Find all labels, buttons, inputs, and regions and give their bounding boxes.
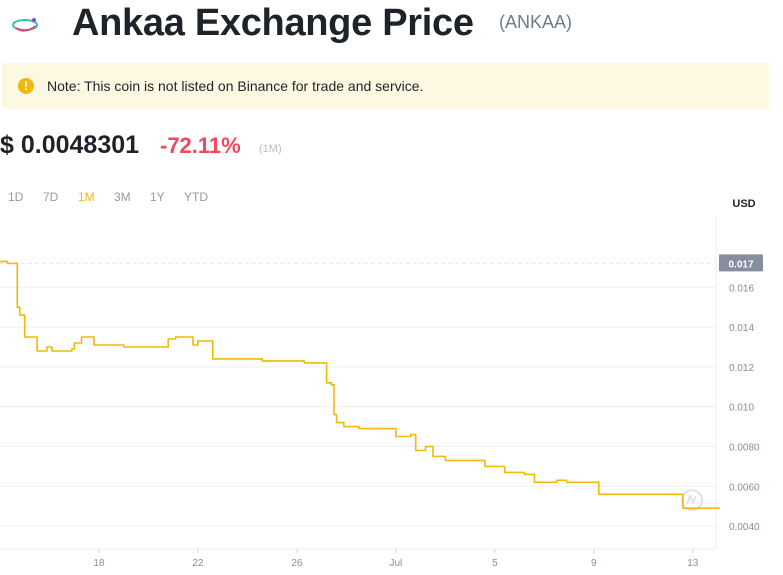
y-tick-label: 0.0060	[729, 482, 760, 493]
current-price-tag-label: 0.017	[728, 259, 753, 270]
coin-symbol: (ANKAA)	[499, 12, 573, 32]
current-price-tag	[719, 254, 763, 272]
x-tick-label: 9	[591, 558, 597, 569]
x-tick-label: 18	[93, 558, 105, 569]
range-button-1y[interactable]: 1Y	[150, 190, 165, 204]
price-change-percent: -72.11%	[160, 133, 241, 158]
x-tick-label: 13	[687, 558, 699, 569]
page-header: Ankaa Exchange Price (ANKAA)	[0, 0, 783, 52]
x-tick-label: 5	[492, 558, 498, 569]
note-text: Note: This coin is not listed on Binance…	[47, 78, 424, 94]
range-button-7d[interactable]: 7D	[43, 190, 59, 204]
currency-label: USD	[732, 198, 755, 210]
y-tick-label: 0.016	[729, 283, 754, 294]
x-tick-label: Jul	[389, 558, 402, 569]
y-tick-label: 0.0080	[729, 442, 760, 453]
warning-icon: !	[18, 78, 34, 94]
range-button-3m[interactable]: 3M	[114, 190, 131, 204]
ankaa-logo-icon	[12, 18, 38, 32]
page-title: Ankaa Exchange Price	[72, 2, 474, 44]
y-tick-label: 0.010	[729, 403, 754, 414]
price-chart[interactable]: USD 0.016 0.014 0.012 0.010 0.0080 0.0060 0.004…	[0, 192, 783, 575]
y-tick-label: 0.0040	[729, 522, 760, 533]
coinmarketcap-watermark-icon	[681, 489, 703, 512]
range-button-1d[interactable]: 1D	[8, 190, 24, 204]
change-period: (1M)	[259, 143, 282, 155]
price-line-series[interactable]	[0, 260, 720, 509]
y-tick-label: 0.012	[729, 363, 754, 374]
current-price: $ 0.0048301	[0, 131, 140, 159]
x-tick-label: 26	[291, 558, 303, 569]
y-tick-label: 0.014	[729, 323, 754, 334]
watermark-mark	[686, 493, 697, 505]
range-button-1m[interactable]: 1M	[78, 190, 95, 204]
range-button-ytd[interactable]: YTD	[184, 190, 208, 204]
listing-note-banner: ! Note: This coin is not listed on Binan…	[2, 63, 769, 109]
x-tick-label: 22	[192, 558, 204, 569]
